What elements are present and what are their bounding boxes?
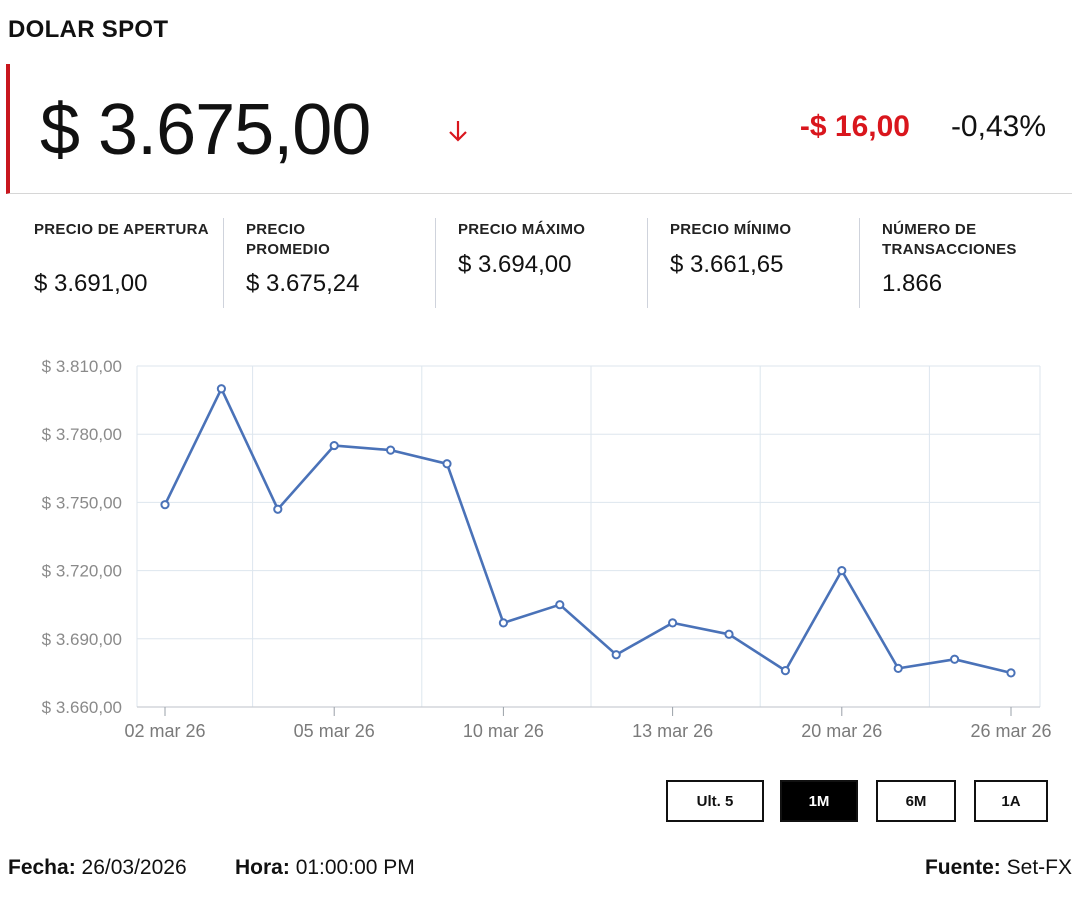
x-tick-label: 26 mar 26 bbox=[970, 721, 1051, 741]
footer-time: Hora: 01:00:00 PM bbox=[235, 856, 415, 880]
footer-source: Fuente: Set-FX bbox=[925, 856, 1072, 880]
stat-value: $ 3.675,24 bbox=[246, 270, 360, 297]
data-point bbox=[1006, 668, 1016, 678]
arrow-down-icon bbox=[449, 121, 467, 142]
y-axis-ticks: $ 3.810,00 $ 3.780,00 $ 3.750,00 $ 3.720,00… bbox=[42, 357, 122, 717]
footer-source-label: Fuente: bbox=[924, 856, 1001, 879]
stat-value: $ 3.694,00 bbox=[458, 251, 572, 278]
stat-label: PRECIO PROMEDIO bbox=[246, 221, 331, 258]
footer-date-value: 26/03/2026 bbox=[81, 856, 187, 879]
series-line bbox=[163, 387, 1012, 675]
data-point bbox=[273, 504, 283, 514]
y-tick-label: $ 3.690,00 bbox=[42, 630, 122, 649]
data-point bbox=[386, 445, 396, 455]
data-point bbox=[780, 666, 791, 676]
stat-min: PRECIO MÍNIMO $ 3.661,65 bbox=[648, 218, 860, 308]
footer-source-value: Set-FX bbox=[1006, 856, 1072, 879]
y-tick-label: $ 3.750,00 bbox=[42, 493, 122, 512]
x-tick-label: 10 mar 26 bbox=[463, 721, 544, 741]
range-selector: Ult. 5 1M 6M 1A bbox=[666, 780, 1048, 822]
data-point bbox=[498, 618, 508, 628]
stat-label: NÚMERO DE TRANSACCIONES bbox=[882, 221, 1017, 258]
data-point bbox=[555, 600, 565, 610]
current-price: $ 3.675,00 bbox=[40, 90, 371, 170]
footer-time-label: Hora: bbox=[235, 856, 290, 879]
x-tick-label: 02 mar 26 bbox=[124, 721, 205, 741]
range-button-ult5[interactable]: Ult. 5 bbox=[666, 780, 764, 822]
stat-max: PRECIO MÁXIMO $ 3.694,00 bbox=[436, 218, 648, 308]
chart-series bbox=[160, 384, 1016, 678]
range-button-6m[interactable]: 6M bbox=[876, 780, 956, 822]
stats-row: PRECIO DE APERTURA $ 3.691,00 PRECIO PRO… bbox=[12, 218, 1072, 308]
stat-opening: PRECIO DE APERTURA $ 3.691,00 bbox=[12, 218, 224, 308]
chart-grid bbox=[136, 365, 1041, 708]
price-change-absolute: -$ 16,00 bbox=[799, 110, 910, 143]
data-point bbox=[611, 650, 621, 660]
price-panel: $ 3.675,00 -$ 16,00 -0,43% bbox=[6, 64, 1072, 194]
data-point bbox=[668, 618, 678, 628]
y-tick-label: $ 3.780,00 bbox=[42, 425, 122, 444]
stat-label: PRECIO MÍNIMO bbox=[670, 221, 792, 238]
stat-label: PRECIO DE APERTURA bbox=[34, 221, 209, 238]
data-point bbox=[160, 500, 170, 510]
price-line-chart: $ 3.810,00 $ 3.780,00 $ 3.750,00 $ 3.720,00… bbox=[42, 357, 1052, 741]
stat-transactions: NÚMERO DE TRANSACCIONES 1.866 bbox=[860, 218, 1072, 308]
footer-time-value: 01:00:00 PM bbox=[295, 856, 415, 879]
page-title: DOLAR SPOT bbox=[8, 16, 169, 43]
stat-value: $ 3.691,00 bbox=[34, 270, 148, 297]
data-point bbox=[724, 629, 734, 639]
data-point bbox=[837, 566, 847, 576]
footer-date: Fecha: 26/03/2026 bbox=[8, 856, 187, 880]
x-axis-ticks: 02 mar 26 05 mar 26 10 mar 26 13 mar 26 20 m… bbox=[124, 707, 1052, 741]
data-point bbox=[893, 663, 903, 673]
y-tick-label: $ 3.660,00 bbox=[42, 698, 122, 717]
stat-label: PRECIO MÁXIMO bbox=[458, 221, 586, 238]
data-point bbox=[442, 459, 452, 469]
range-button-1m[interactable]: 1M bbox=[780, 780, 858, 822]
y-tick-label: $ 3.720,00 bbox=[42, 562, 122, 581]
x-tick-label: 20 mar 26 bbox=[801, 721, 882, 741]
range-button-1a[interactable]: 1A bbox=[974, 780, 1048, 822]
x-tick-label: 13 mar 26 bbox=[632, 721, 713, 741]
data-point bbox=[216, 384, 226, 394]
x-tick-label: 05 mar 26 bbox=[294, 721, 375, 741]
y-tick-label: $ 3.810,00 bbox=[42, 357, 122, 376]
data-point bbox=[950, 654, 960, 664]
price-change-percent: -0,43% bbox=[950, 110, 1046, 143]
data-point bbox=[329, 440, 339, 451]
footer-date-label: Fecha: bbox=[8, 856, 76, 879]
stat-value: 1.866 bbox=[882, 270, 943, 297]
stat-value: $ 3.661,65 bbox=[670, 251, 784, 278]
stat-average: PRECIO PROMEDIO $ 3.675,24 bbox=[224, 218, 436, 308]
